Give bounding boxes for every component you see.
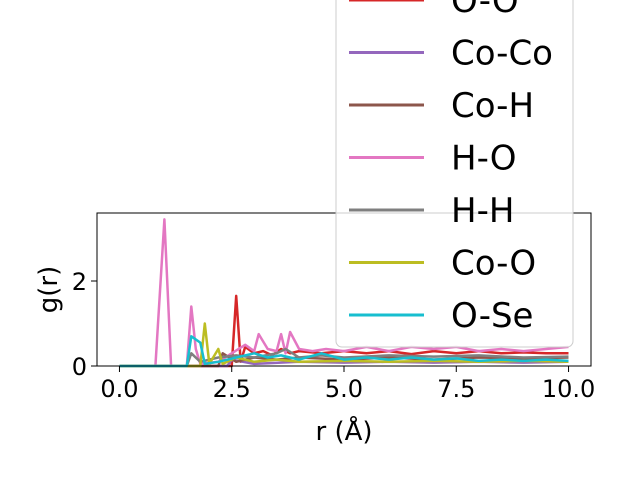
x-tick-label: 5.0 <box>325 375 363 403</box>
legend-box <box>335 0 574 348</box>
x-tick-label: 10.0 <box>542 375 595 403</box>
series-line-o-se <box>119 335 569 368</box>
y-axis: 02 <box>72 268 97 381</box>
legend-label: O-Se <box>451 296 533 336</box>
legend-label: H-O <box>451 139 517 179</box>
x-axis-label: r (Å) <box>315 415 372 447</box>
series-layer <box>119 218 569 368</box>
y-tick-label: 0 <box>72 353 87 381</box>
legend-label: Co-Co <box>451 34 553 74</box>
series-line-co-o <box>119 322 569 368</box>
legend-label: O-O <box>451 0 519 21</box>
x-tick-label: 7.5 <box>437 375 475 403</box>
series-line-h-h <box>119 347 569 368</box>
legend: O-O Co-Co Co-H H-O H-H Co-O O-Se <box>335 0 574 348</box>
y-tick-label: 2 <box>72 268 87 296</box>
legend-label: H-H <box>451 191 514 231</box>
x-axis: 0.0 2.5 5.0 7.5 10.0 <box>100 366 595 403</box>
x-tick-label: 2.5 <box>213 375 251 403</box>
x-tick-label: 0.0 <box>100 375 138 403</box>
legend-label: Co-O <box>451 244 536 284</box>
legend-label: Co-H <box>451 86 534 126</box>
y-axis-label: g(r) <box>34 266 64 313</box>
